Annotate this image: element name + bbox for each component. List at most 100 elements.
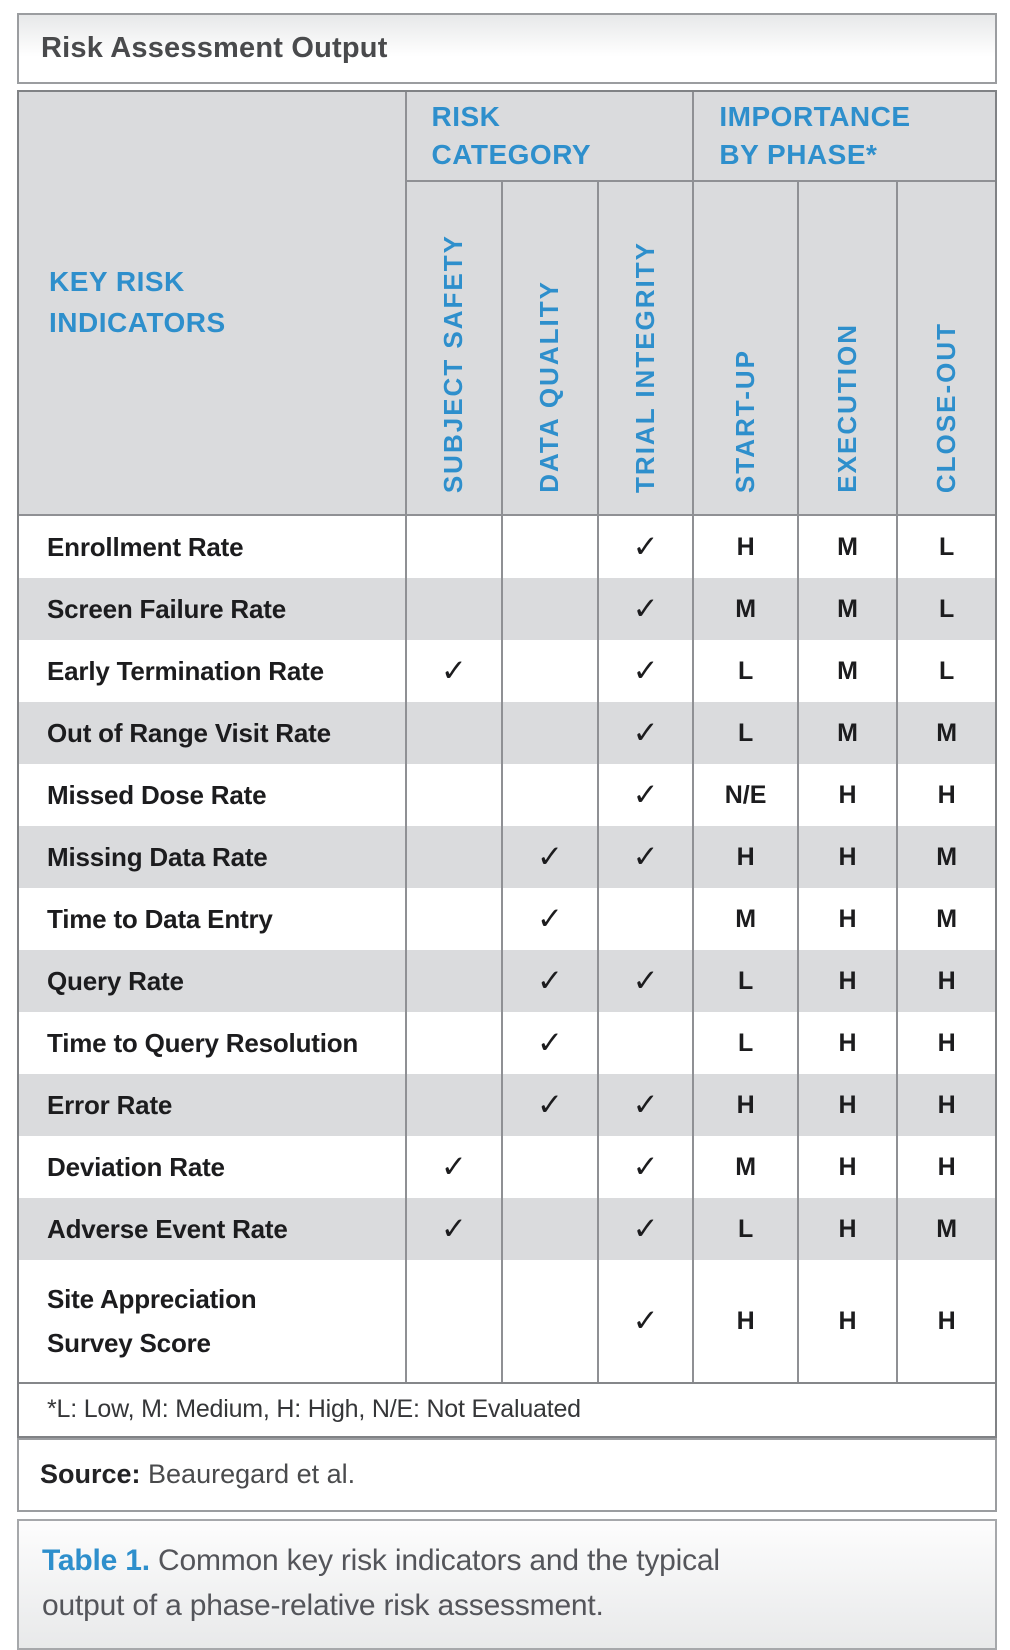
cell-trial-integrity: [596, 1012, 694, 1074]
cell-subject-safety: [404, 1012, 503, 1074]
cell-subject-safety: [404, 764, 503, 826]
cell-close-out: M: [896, 826, 995, 888]
cell-subject-safety: ✓: [404, 1136, 503, 1198]
cell-subject-safety: [404, 1260, 503, 1382]
cell-subject-safety: [404, 702, 503, 764]
row-label: Time to Query Resolution: [19, 1012, 406, 1074]
cell-start-up: N/E: [692, 764, 798, 826]
legend-footnote: *L: Low, M: Medium, H: High, N/E: Not Ev…: [19, 1382, 995, 1436]
cell-start-up: L: [692, 1012, 798, 1074]
cell-start-up: L: [692, 640, 798, 702]
row-label: Screen Failure Rate: [19, 578, 406, 640]
table-row: Error Rate ✓ ✓ H H H: [19, 1074, 995, 1136]
cell-execution: H: [796, 1198, 898, 1260]
table-row: Screen Failure Rate ✓ M M L: [19, 578, 995, 640]
cell-subject-safety: [404, 950, 503, 1012]
column-header-subject-safety: SUBJECT SAFETY: [405, 181, 503, 516]
cell-start-up: M: [692, 578, 798, 640]
cell-subject-safety: [404, 515, 503, 578]
cell-execution: H: [796, 1074, 898, 1136]
column-header-trial-integrity-label: TRIAL INTEGRITY: [630, 241, 661, 493]
source-box: Source: Beauregard et al.: [17, 1438, 997, 1512]
row-label: Missing Data Rate: [19, 826, 406, 888]
cell-trial-integrity: ✓: [596, 702, 694, 764]
column-header-data-quality: DATA QUALITY: [501, 181, 598, 516]
cell-data-quality: [501, 702, 598, 764]
table-row: Missed Dose Rate ✓ N/E H H: [19, 764, 995, 826]
column-header-subject-safety-label: SUBJECT SAFETY: [438, 233, 469, 493]
cell-close-out: H: [896, 764, 995, 826]
column-header-start-up: START-UP: [692, 181, 798, 516]
cell-data-quality: ✓: [501, 888, 598, 950]
group-header-row: KEY RISK INDICATORS RISK CATEGORY IMPORT…: [19, 92, 995, 516]
cell-close-out: H: [896, 1074, 995, 1136]
risk-table: KEY RISK INDICATORS RISK CATEGORY IMPORT…: [19, 92, 995, 1382]
table-row: Early Termination Rate ✓ ✓ L M L: [19, 640, 995, 702]
cell-execution: M: [796, 702, 898, 764]
cell-data-quality: [501, 1260, 598, 1382]
cell-start-up: H: [692, 1260, 798, 1382]
source-label: Source:: [40, 1459, 141, 1489]
cell-execution: M: [796, 640, 898, 702]
cell-execution: H: [796, 888, 898, 950]
table-row: Site Appreciation Survey Score ✓ H H H: [19, 1260, 995, 1382]
cell-close-out: L: [896, 640, 995, 702]
cell-trial-integrity: ✓: [596, 640, 694, 702]
column-header-execution: EXECUTION: [796, 181, 898, 516]
row-label: Adverse Event Rate: [19, 1198, 406, 1260]
cell-close-out: H: [896, 1260, 995, 1382]
row-label: Site Appreciation Survey Score: [19, 1260, 406, 1382]
cell-trial-integrity: ✓: [596, 1260, 694, 1382]
cell-data-quality: ✓: [501, 826, 598, 888]
cell-data-quality: [501, 515, 598, 578]
cell-data-quality: ✓: [501, 1012, 598, 1074]
row-label: Error Rate: [19, 1074, 406, 1136]
cell-trial-integrity: ✓: [596, 764, 694, 826]
cell-execution: M: [796, 578, 898, 640]
cell-close-out: M: [896, 702, 995, 764]
row-label: Time to Data Entry: [19, 888, 406, 950]
cell-subject-safety: [404, 578, 503, 640]
cell-start-up: L: [692, 950, 798, 1012]
table-row: Out of Range Visit Rate ✓ L M M: [19, 702, 995, 764]
cell-trial-integrity: [596, 888, 694, 950]
table-row: Adverse Event Rate ✓ ✓ L H M: [19, 1198, 995, 1260]
cell-data-quality: ✓: [501, 950, 598, 1012]
table-row: Deviation Rate ✓ ✓ M H H: [19, 1136, 995, 1198]
group-header-risk-category: RISK CATEGORY: [405, 92, 694, 182]
cell-subject-safety: [404, 1074, 503, 1136]
cell-subject-safety: ✓: [404, 1198, 503, 1260]
cell-data-quality: [501, 1198, 598, 1260]
cell-execution: H: [796, 1012, 898, 1074]
cell-execution: H: [796, 826, 898, 888]
cell-execution: H: [796, 1260, 898, 1382]
cell-trial-integrity: ✓: [596, 826, 694, 888]
row-label: Deviation Rate: [19, 1136, 406, 1198]
cell-trial-integrity: ✓: [596, 1074, 694, 1136]
cell-close-out: H: [896, 950, 995, 1012]
column-header-close-out-label: CLOSE-OUT: [931, 321, 962, 493]
column-header-execution-label: EXECUTION: [832, 323, 863, 493]
table-row: Missing Data Rate ✓ ✓ H H M: [19, 826, 995, 888]
cell-close-out: M: [896, 1198, 995, 1260]
row-label: Query Rate: [19, 950, 406, 1012]
cell-subject-safety: [404, 888, 503, 950]
cell-trial-integrity: ✓: [596, 578, 694, 640]
column-header-start-up-label: START-UP: [730, 348, 761, 493]
cell-trial-integrity: ✓: [596, 1136, 694, 1198]
table-row: Time to Query Resolution ✓ L H H: [19, 1012, 995, 1074]
table-row: Time to Data Entry ✓ M H M: [19, 888, 995, 950]
cell-close-out: L: [896, 578, 995, 640]
source-text: Beauregard et al.: [140, 1459, 356, 1489]
cell-start-up: H: [692, 826, 798, 888]
caption-label: Table 1.: [42, 1544, 150, 1577]
column-header-trial-integrity: TRIAL INTEGRITY: [596, 181, 694, 516]
cell-data-quality: [501, 578, 598, 640]
cell-start-up: L: [692, 702, 798, 764]
cell-start-up: H: [692, 1074, 798, 1136]
cell-close-out: H: [896, 1136, 995, 1198]
figure-title: Risk Assessment Output: [41, 32, 388, 64]
row-label: Missed Dose Rate: [19, 764, 406, 826]
caption-box: Table 1. Common key risk indicators and …: [17, 1519, 997, 1650]
group-header-importance-by-phase: IMPORTANCE BY PHASE*: [692, 92, 995, 182]
